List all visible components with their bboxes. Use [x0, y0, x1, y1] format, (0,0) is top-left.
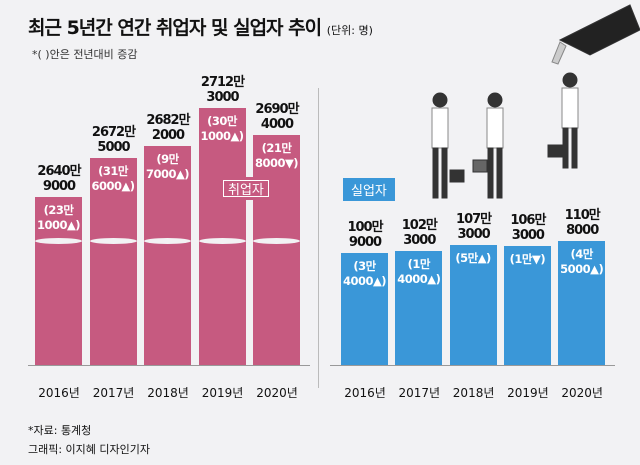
chart-title: 최근 5년간 연간 취업자 및 실업자 추이 (단위: 명) [28, 17, 373, 39]
data-label-line: 9000 [348, 235, 382, 250]
chart-note: *( )안은 전년대비 증감 [32, 48, 138, 61]
axis-break [144, 238, 191, 244]
data-label-line: 102만 [401, 218, 438, 234]
data-label: 2672만 5000 [79, 125, 149, 155]
change-label: (1만▼) [504, 252, 551, 267]
data-label: 106만 3000 [493, 213, 563, 243]
data-label-line: 3000 [403, 233, 436, 249]
data-label: 2690만 4000 [242, 102, 312, 132]
change-label: (21만 8000▼) [253, 141, 300, 171]
change-label-line: 8000▼) [254, 156, 299, 171]
x-tick-label: 2020년 [256, 386, 298, 400]
employed-label: 취업자 [220, 177, 272, 200]
data-label-line: 8000 [566, 223, 599, 238]
data-label-line: 2712만 [200, 75, 245, 90]
data-label: 2682만 2000 [133, 113, 203, 143]
change-label: (4만 5000▲) [558, 247, 605, 277]
axis-break [198, 238, 246, 244]
change-label-line: 1000▲) [36, 218, 81, 232]
x-tick-label: 2017년 [92, 386, 135, 400]
axis-break [35, 238, 82, 244]
change-label-line: 4000▲) [397, 272, 441, 287]
change-label: (9만 7000▲) [144, 152, 191, 182]
bar-employed-2020년 [253, 135, 300, 365]
bar-unemployed-2020년 [558, 241, 606, 365]
x-tick-label: 2016년 [38, 386, 80, 400]
change-label-line: (4만 [570, 247, 594, 261]
bar-unemployed-2019년 [503, 246, 551, 365]
data-label-line: 9000 [42, 179, 76, 194]
businessmen-illustration [431, 4, 640, 199]
data-label-line: 2640만 [37, 164, 81, 179]
bar-employed-2018년 [144, 145, 191, 365]
x-tick-label: 2017년 [398, 386, 441, 400]
data-label: 2640만 9000 [24, 164, 94, 194]
x-tick-label: 2019년 [201, 386, 244, 400]
data-label-line: 2672만 [91, 124, 136, 140]
data-label-line: 100만 [347, 220, 383, 235]
change-label-line: (23만 [43, 203, 74, 217]
change-label-line: (5만▲) [455, 251, 491, 266]
x-axis-left [28, 365, 310, 366]
change-label: (1만 4000▲) [395, 257, 442, 287]
data-label: 107만 3000 [439, 212, 509, 242]
source: *자료: 통계청 [28, 424, 92, 437]
change-label-line: 1000▲) [200, 129, 244, 143]
data-label-line: 3000 [457, 227, 491, 243]
change-label: (23만 1000▲) [35, 203, 82, 233]
x-tick-label: 2019년 [507, 386, 549, 400]
change-label: (5만▲) [450, 251, 497, 266]
data-label-line: 2682만 [146, 112, 190, 128]
unemployed-label: 실업자 [343, 178, 395, 201]
data-label: 100만 9000 [330, 220, 400, 250]
change-label: (31만 6000▲) [90, 164, 137, 194]
data-label-line: 2690만 [255, 102, 299, 118]
data-label-line: 5000 [97, 139, 130, 155]
change-label: (30만 1000▲) [199, 114, 246, 144]
data-label-line: 106만 [510, 213, 546, 229]
change-label: (3만 4000▲) [341, 259, 388, 289]
axis-break [253, 238, 300, 244]
bar-employed-2016년 [35, 197, 82, 365]
x-axis-right [330, 365, 615, 366]
data-label-line: 107만 [456, 212, 492, 228]
axis-break [89, 238, 137, 244]
bar-employed-2019년 [198, 108, 246, 365]
data-label-line: 4000 [260, 117, 294, 133]
data-label-line: 2000 [151, 127, 185, 143]
divider [318, 88, 319, 388]
data-label: 2712만 3000 [188, 75, 258, 105]
change-label-line: (31만 [98, 163, 128, 178]
change-label-line: (3만 [353, 259, 376, 273]
x-tick-label: 2016년 [344, 386, 386, 400]
data-label-line: 3000 [511, 228, 545, 244]
x-tick-label: 2018년 [147, 386, 189, 400]
bar-unemployed-2016년 [341, 253, 388, 365]
x-tick-label: 2018년 [452, 386, 495, 400]
change-label-line: (21만 [261, 141, 292, 156]
change-label-line: 4000▲) [342, 274, 387, 288]
data-label: 110만 8000 [547, 208, 617, 238]
bar-unemployed-2018년 [449, 245, 497, 365]
x-tick-label: 2020년 [561, 386, 603, 400]
change-label-line: (1만 [407, 257, 431, 272]
data-label: 102만 3000 [384, 218, 454, 248]
change-label-line: 5000▲) [560, 262, 604, 276]
bar-employed-2017년 [89, 157, 137, 365]
data-label-line: 3000 [206, 90, 239, 105]
bar-unemployed-2017년 [395, 251, 443, 365]
change-label-line: (9만 [156, 151, 179, 166]
credit: 그래픽: 이지혜 디자인기자 [28, 443, 151, 456]
change-label-line: 7000▲) [145, 166, 190, 181]
change-label-line: 6000▲) [91, 178, 135, 193]
data-label-line: 110만 [564, 208, 601, 223]
change-label-line: (1만▼) [509, 252, 546, 267]
change-label-line: (30만 [207, 114, 237, 128]
